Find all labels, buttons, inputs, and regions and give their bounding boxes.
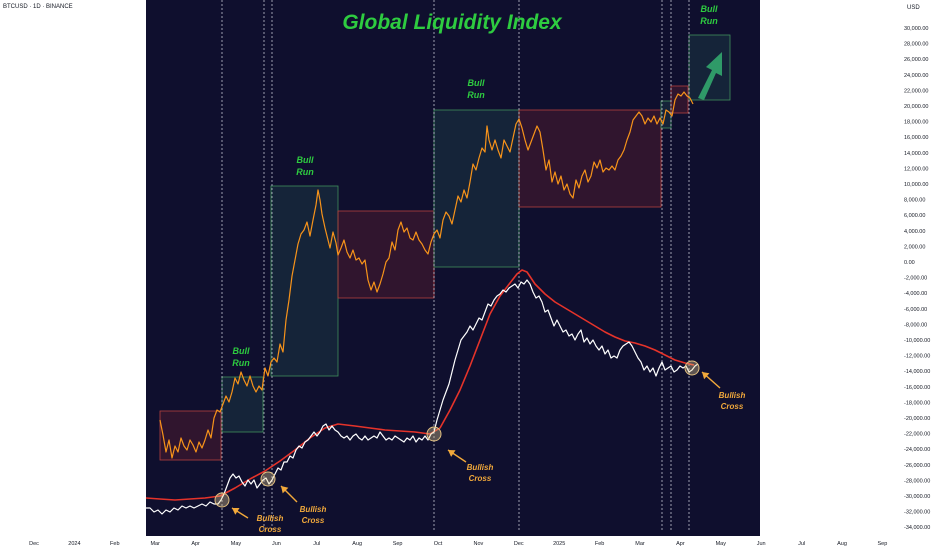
- zone-box-1: [221, 376, 264, 433]
- right-axis-tick-label: 8,000.00: [904, 198, 925, 204]
- right-axis-tick-label: 0.00: [904, 260, 915, 266]
- x-axis-tick-label: Sep: [878, 541, 888, 547]
- right-axis-tick-label: -34,000.00: [904, 525, 930, 531]
- right-axis-tick-label: -24,000.00: [904, 447, 930, 453]
- chart-title: Global Liquidity Index: [342, 11, 563, 34]
- x-axis-tick-label: Aug: [352, 541, 362, 547]
- chart-panel: [146, 0, 760, 536]
- bull-run-2-line1: Bull: [297, 155, 314, 165]
- x-axis-tick-label: Nov: [474, 541, 484, 547]
- series-red-line: [145, 269, 695, 501]
- right-axis-tick-label: -26,000.00: [904, 463, 930, 469]
- right-axis-tick-label: 26,000.00: [904, 57, 928, 63]
- bullish-cross-1-line1: Bullish: [257, 514, 284, 523]
- bull-run-4-line2: Run: [700, 16, 718, 26]
- zone-box-2: [270, 185, 339, 377]
- x-axis-tick-label: Dec: [29, 541, 39, 547]
- bullish-cross-3-line2: Cross: [469, 474, 492, 483]
- right-axis-tick-label: -10,000.00: [904, 338, 930, 344]
- bullish-cross-3-line1: Bullish: [467, 463, 494, 472]
- x-axis-tick-label: Aug: [837, 541, 847, 547]
- right-axis-tick-label: -30,000.00: [904, 494, 930, 500]
- bullish-cross-marker-4: [684, 360, 700, 376]
- right-axis-tick-label: -6,000.00: [904, 307, 927, 313]
- series-btc-line: [159, 91, 694, 459]
- zone-box-5: [518, 109, 662, 208]
- bullish-cross-2-line1: Bullish: [300, 505, 327, 514]
- right-axis-tick-label: 30,000.00: [904, 26, 928, 32]
- bullish-cross-4-line2: Cross: [721, 402, 744, 411]
- callout-arrow-head: [702, 372, 710, 380]
- bull-run-1-line2: Run: [232, 358, 250, 368]
- bull-run-2-line2: Run: [296, 167, 314, 177]
- x-axis-tick-label: Feb: [595, 541, 604, 547]
- right-axis-tick-label: 22,000.00: [904, 88, 928, 94]
- right-axis-tick-label: -32,000.00: [904, 510, 930, 516]
- right-axis-tick-label: -2,000.00: [904, 276, 927, 282]
- zone-box-3: [337, 210, 435, 299]
- right-axis-tick-label: -4,000.00: [904, 291, 927, 297]
- right-axis-tick-label: -20,000.00: [904, 416, 930, 422]
- right-axis-tick-label: 12,000.00: [904, 166, 928, 172]
- right-axis-tick-label: -8,000.00: [904, 322, 927, 328]
- x-axis-tick-label: Sep: [393, 541, 403, 547]
- right-axis-tick-label: 14,000.00: [904, 151, 928, 157]
- bullish-cross-1-line2: Cross: [259, 525, 282, 534]
- right-axis-tick-label: 2,000.00: [904, 244, 925, 250]
- x-axis-tick-label: May: [231, 541, 242, 547]
- symbol-label: BTCUSD · 1D · BINANCE: [3, 4, 73, 10]
- x-axis-tick-label: Feb: [110, 541, 119, 547]
- right-axis-tick-label: 24,000.00: [904, 73, 928, 79]
- x-axis-tick-label: Jun: [272, 541, 281, 547]
- x-axis-tick-label: Jun: [757, 541, 766, 547]
- bull-run-3-line2: Run: [467, 90, 485, 100]
- x-axis-tick-label: Oct: [434, 541, 443, 547]
- callout-arrow-head: [281, 486, 289, 494]
- bullish-cross-2-line2: Cross: [302, 516, 325, 525]
- callout-arrow-head: [448, 450, 456, 457]
- right-axis-tick-label: 6,000.00: [904, 213, 925, 219]
- right-axis-tick-label: 20,000.00: [904, 104, 928, 110]
- right-axis-tick-label: -18,000.00: [904, 400, 930, 406]
- x-axis-tick-label: Mar: [150, 541, 160, 547]
- currency-label: USD: [907, 5, 920, 11]
- x-axis-tick-label: Apr: [191, 541, 200, 547]
- right-axis-tick-label: 28,000.00: [904, 42, 928, 48]
- series-white-line: [146, 279, 699, 515]
- right-axis-tick-label: 4,000.00: [904, 229, 925, 235]
- callout-arrow-head: [232, 508, 240, 515]
- x-axis-tick-label: May: [716, 541, 727, 547]
- right-axis-tick-label: 16,000.00: [904, 135, 928, 141]
- x-axis-tick-label: Apr: [676, 541, 685, 547]
- x-axis-tick-label: Jul: [313, 541, 320, 547]
- right-axis-tick-label: -28,000.00: [904, 478, 930, 484]
- x-axis-tick-label: 2025: [553, 541, 565, 547]
- right-axis-tick-label: 18,000.00: [904, 120, 928, 126]
- bull-run-1-line1: Bull: [233, 346, 250, 356]
- right-axis-tick-label: -22,000.00: [904, 432, 930, 438]
- bull-run-up-arrow: [698, 52, 722, 100]
- zone-box-4: [433, 109, 520, 268]
- x-axis-tick-label: Jul: [798, 541, 805, 547]
- right-axis-tick-label: -14,000.00: [904, 369, 930, 375]
- right-axis-tick-label: -12,000.00: [904, 354, 930, 360]
- bullish-cross-marker-3: [426, 426, 442, 442]
- bullish-cross-marker-1: [214, 492, 230, 508]
- bullish-cross-marker-2: [260, 471, 276, 487]
- x-axis-tick-label: 2024: [68, 541, 80, 547]
- x-axis-tick-label: Dec: [514, 541, 524, 547]
- right-axis-tick-label: 10,000.00: [904, 182, 928, 188]
- bull-run-3-line1: Bull: [468, 78, 485, 88]
- right-axis-tick-label: -16,000.00: [904, 385, 930, 391]
- x-axis-tick-label: Mar: [635, 541, 645, 547]
- bull-run-4-line1: Bull: [701, 4, 718, 14]
- bullish-cross-4-line1: Bullish: [719, 391, 746, 400]
